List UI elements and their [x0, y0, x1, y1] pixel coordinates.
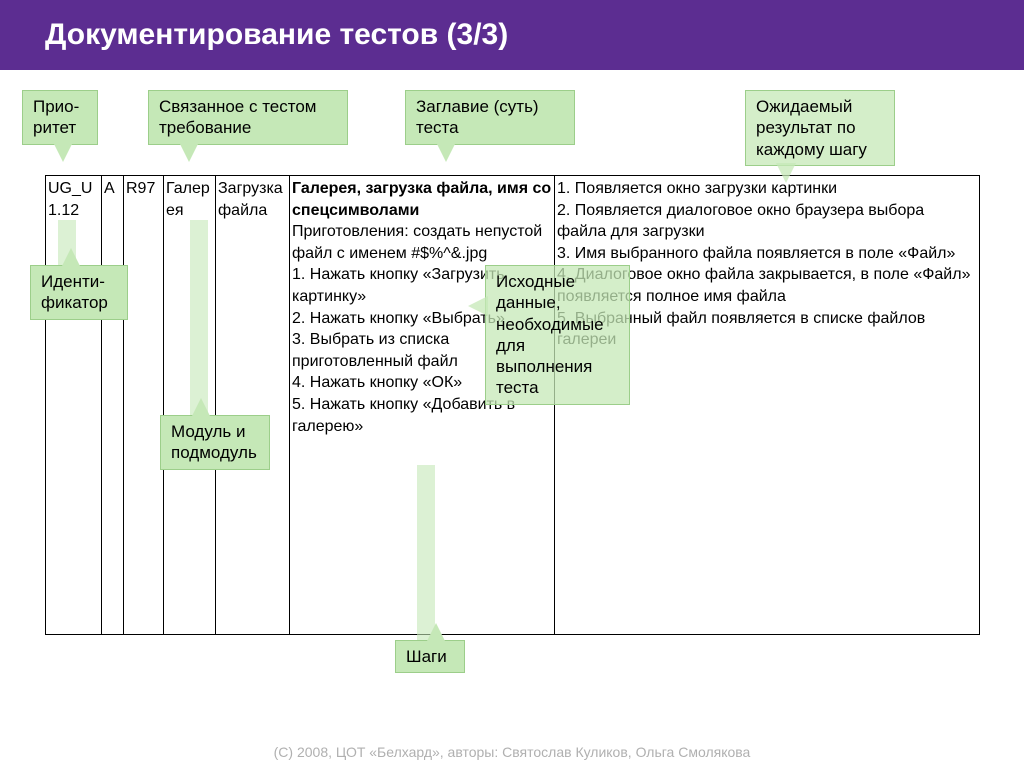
callout-text: Шаги [406, 647, 447, 666]
callout-steps: Шаги [395, 640, 465, 673]
callout-input-data: Исходные данные, необходимые для выполне… [485, 265, 630, 405]
table-row: UG_U 1.12 А R97 Галерея Загрузка файла Г… [46, 176, 980, 635]
callout-identifier: Иденти- фикатор [30, 265, 128, 320]
callout-text: Модуль и подмодуль [171, 422, 257, 462]
cell-expected: 1. Появляется окно загрузки картинки 2. … [555, 176, 980, 635]
callout-expected: Ожидаемый результат по каждому шагу [745, 90, 895, 166]
case-step: 3. Выбрать из списка приготовленный файл [292, 331, 458, 370]
slide-title: Документирование тестов (3/3) [45, 18, 508, 52]
test-table: UG_U 1.12 А R97 Галерея Загрузка файла Г… [45, 175, 980, 635]
callout-text: Заглавие (суть) теста [416, 97, 539, 137]
callout-text: Прио- ритет [33, 97, 79, 137]
callout-text: Связанное с тестом требование [159, 97, 317, 137]
callout-requirement: Связанное с тестом требование [148, 90, 348, 145]
slide-header: Документирование тестов (3/3) [0, 0, 1024, 70]
callout-module: Модуль и подмодуль [160, 415, 270, 470]
cell-priority: А [102, 176, 124, 635]
cell-req: R97 [124, 176, 164, 635]
exp-step: 2. Появляется диалоговое окно браузера в… [557, 202, 924, 241]
slide-body: Прио- ритет Связанное с тестом требовани… [0, 70, 1024, 768]
case-step: 5. Нажать кнопку «Добавить в галерею» [292, 396, 515, 435]
exp-step: 3. Имя выбранного файла появляется в пол… [557, 245, 955, 262]
cell-submodule: Загрузка файла [216, 176, 290, 635]
callout-title: Заглавие (суть) теста [405, 90, 575, 145]
case-title: Галерея, загрузка файла, имя со спецсимв… [292, 180, 551, 219]
callout-priority: Прио- ритет [22, 90, 98, 145]
case-step: 4. Нажать кнопку «ОК» [292, 374, 462, 391]
callout-text: Иденти- фикатор [41, 272, 108, 312]
callout-text: Исходные данные, необходимые для выполне… [496, 272, 604, 397]
slide-footer: (C) 2008, ЦОТ «Белхард», авторы: Святосл… [0, 744, 1024, 760]
callout-text: Ожидаемый результат по каждому шагу [756, 97, 867, 159]
case-prep: Приготовления: создать непустой файл с и… [292, 223, 542, 262]
